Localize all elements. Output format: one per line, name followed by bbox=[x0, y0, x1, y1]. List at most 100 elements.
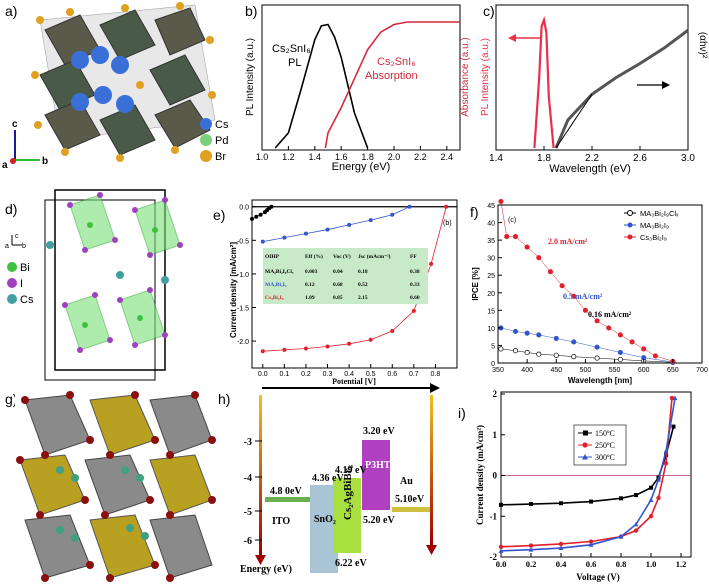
c-xtick-label-1: 1.8 bbox=[537, 153, 551, 164]
b-xtick-label-2: 1.4 bbox=[309, 152, 322, 162]
h-ytick-label-0: -3 bbox=[244, 437, 252, 448]
energy-axis-h bbox=[255, 383, 440, 565]
f-point-0-6 bbox=[594, 355, 600, 361]
ylabel-f: IPCE [%] bbox=[471, 267, 480, 301]
f-point-2-12 bbox=[629, 339, 635, 345]
p3ht-top-label: 3.20 eV bbox=[363, 426, 395, 437]
f-xtick-label-3: 500 bbox=[580, 367, 592, 374]
i-ytick-label-0: 2 bbox=[493, 389, 498, 399]
ylabel-c: PL Intensity (a.u.) bbox=[480, 38, 491, 116]
f-ytick-label-5: 20 bbox=[487, 291, 495, 298]
f-point-1-2 bbox=[524, 330, 530, 336]
abs-label-2: Absorption bbox=[365, 70, 418, 82]
f-point-0-7 bbox=[617, 356, 623, 363]
i-point-0-6 bbox=[649, 485, 653, 490]
i-point-2-2 bbox=[558, 545, 564, 551]
e-table-cell-2-1: 1.09 bbox=[305, 295, 315, 301]
e-point-2-7 bbox=[411, 308, 416, 313]
e-table-cell-1-0: MA₃Bi₂I₉ bbox=[265, 282, 287, 288]
sno2-top-label: 4.36 eV bbox=[312, 473, 344, 484]
ylabel2-c: (αhν)² bbox=[697, 32, 708, 59]
i-point-0-1 bbox=[529, 502, 533, 507]
e-point-2-3 bbox=[325, 344, 330, 349]
f-xtick-label-1: 400 bbox=[521, 367, 533, 374]
ylabel-h: Energy (eV) bbox=[240, 564, 292, 575]
e-table-cell-2-2: 0.85 bbox=[333, 295, 343, 301]
panel-label-b: b) bbox=[245, 3, 257, 19]
energy-levels-h bbox=[265, 440, 430, 573]
annot-f-3: 0.16 mA/cm² bbox=[588, 310, 632, 319]
legend-f-2: MA₃Bi₂I₉ bbox=[640, 221, 669, 230]
p3ht-layer bbox=[362, 440, 390, 510]
series-group-b bbox=[274, 21, 460, 149]
f-xtick-label-2: 450 bbox=[550, 367, 562, 374]
e-point-1-5 bbox=[368, 218, 373, 223]
e-point-1-0 bbox=[260, 239, 265, 244]
e-point-2-9 bbox=[444, 204, 449, 209]
ticks-e: 0.0 -0.5 -1.0 -1.5 -2.0 0.0 0.1 0.2 0.3 0.4 0.5 0.6… bbox=[237, 205, 440, 378]
legend-cs: Cs bbox=[215, 119, 229, 131]
xticks-c: 1.4 1.8 2.2 2.6 3.0 bbox=[489, 146, 695, 164]
cab-label: Cs₂AgBiBr₆ bbox=[342, 464, 354, 520]
p3ht-label: P3HT bbox=[365, 460, 391, 471]
e-xtick-label-7: 0.7 bbox=[409, 371, 419, 378]
c-series-line-1 bbox=[554, 29, 689, 149]
legend-br: Br bbox=[215, 151, 226, 163]
i-series-line-2 bbox=[500, 397, 676, 552]
i-point-0-2 bbox=[559, 501, 563, 506]
e-point-0-2 bbox=[258, 212, 263, 217]
e-point-2-5 bbox=[368, 337, 373, 342]
i-point-2-5 bbox=[633, 521, 639, 527]
legend-i: 150ºC 250ºC 300ºC bbox=[573, 424, 627, 466]
c-xtick-label-0: 1.4 bbox=[489, 153, 503, 164]
i-ytick-label-1: 1 bbox=[493, 430, 498, 440]
e-series-line-1 bbox=[262, 206, 410, 243]
f-xtick-label-4: 550 bbox=[609, 367, 621, 374]
f-point-2-11 bbox=[617, 332, 623, 338]
f-xtick-label-7: 700 bbox=[696, 367, 708, 374]
f-point-2-2 bbox=[512, 234, 519, 240]
c-tangent-line bbox=[555, 93, 593, 149]
e-table-cell-2-4: 0.60 bbox=[410, 295, 420, 301]
b-xtick-label-1: 1.2 bbox=[282, 152, 295, 162]
xlabel-i: Voltage (V) bbox=[576, 572, 619, 582]
e-xtick-label-5: 0.5 bbox=[366, 371, 376, 378]
i-xtick-label-3: 0.6 bbox=[586, 559, 597, 569]
c-series-line-0 bbox=[533, 15, 555, 149]
f-point-0-0 bbox=[498, 346, 504, 352]
e-table-cell-0-1: 0.003 bbox=[305, 269, 318, 275]
c-xtick-label-4: 3.0 bbox=[681, 153, 695, 164]
f-point-2-10 bbox=[606, 325, 612, 331]
arrow-right-black bbox=[637, 81, 670, 89]
f-point-0-2 bbox=[524, 349, 530, 356]
b-xtick-label-3: 1.6 bbox=[335, 152, 348, 162]
e-point-1-1 bbox=[282, 235, 287, 240]
panel-label-a: a) bbox=[5, 3, 17, 19]
panel-a: a) c bbox=[2, 2, 229, 171]
panel-label-i: i) bbox=[458, 405, 466, 421]
pl-label-1: Cs₂SnI₆ bbox=[272, 43, 311, 55]
annot-f-1: 2.0 mA/cm² bbox=[548, 237, 588, 246]
i-point-1-6 bbox=[648, 514, 654, 519]
plot-frame-e bbox=[251, 199, 458, 369]
panel-label-d: d) bbox=[5, 201, 17, 217]
results-table-e: OIHP Eff (%) Voc (V) Jsc (mAcm⁻²) FF MA₃Bi₂I₉… bbox=[263, 248, 428, 304]
legend-i-3: 300ºC bbox=[595, 453, 615, 462]
axis-indicator-a: c a b bbox=[2, 119, 48, 171]
e-xtick-label-3: 0.3 bbox=[323, 371, 333, 378]
i-point-2-1 bbox=[528, 547, 534, 552]
i-xtick-label-6: 1.2 bbox=[676, 559, 687, 569]
c-xtick-label-2: 2.2 bbox=[585, 153, 599, 164]
i-point-1-1 bbox=[528, 543, 534, 548]
e-point-2-6 bbox=[390, 329, 395, 334]
f-ytick-label-3: 30 bbox=[487, 256, 495, 263]
e-xtick-label-4: 0.4 bbox=[344, 371, 354, 378]
axis-a-label-d: a bbox=[5, 243, 9, 250]
e-point-1-7 bbox=[407, 204, 412, 209]
panel-e: e) 0.0 -0.5 -1.0 -1.5 -2.0 0.0 0.1 0.2 0.3 0.4 0.5… bbox=[213, 199, 458, 386]
e-table-cell-0-2: 0.04 bbox=[333, 269, 343, 275]
ito-label: ITO bbox=[272, 516, 290, 527]
legend-i-2: 250ºC bbox=[595, 441, 615, 450]
panel-b: b) 1.0 1.2 1.4 1.6 1.8 2.0 2.2 2.4 Energy (eV) … bbox=[245, 3, 471, 173]
